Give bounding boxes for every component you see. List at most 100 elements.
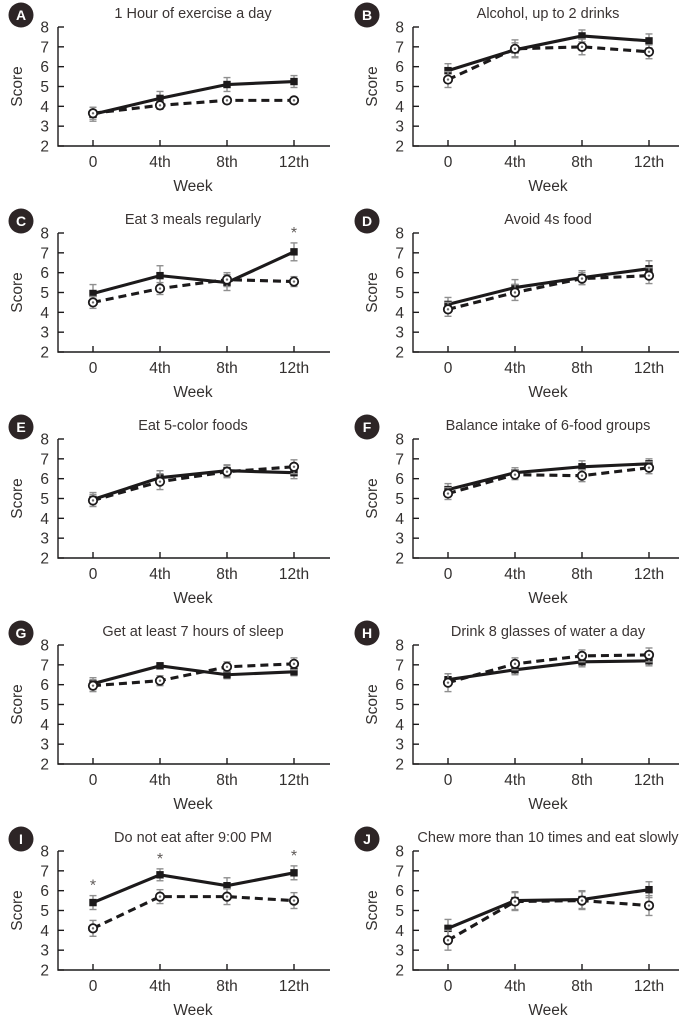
marker-center-dot	[446, 681, 450, 684]
circle-markers	[87, 658, 300, 691]
y-tick-label: 4	[40, 923, 49, 940]
chart-plot: D Avoid 4s food 2 3 4 5 6 7 8 0 4th 8th 12th Score Wee…	[354, 208, 679, 401]
axes	[57, 644, 330, 765]
series-dashed	[87, 95, 300, 120]
circle-markers	[442, 895, 655, 946]
y-tick-label: 8	[40, 844, 49, 861]
series-dashed	[87, 657, 300, 693]
series-line-solid	[92, 871, 295, 904]
chart-title: Get at least 7 hours of sleep	[102, 624, 283, 640]
series-line-dashed	[447, 653, 650, 685]
data-point-marker	[156, 271, 164, 280]
y-tick-label: 3	[395, 531, 404, 548]
series-dashed	[87, 887, 300, 937]
data-point-marker	[290, 248, 298, 256]
data-point-marker	[444, 924, 452, 933]
y-tick-label: 8	[395, 432, 404, 449]
data-point-marker	[89, 289, 97, 298]
axes	[412, 26, 679, 147]
x-tick-label: 4th	[504, 772, 526, 789]
data-point-marker	[156, 871, 164, 879]
series-line-dashed	[92, 98, 294, 115]
x-tick-label: 4th	[149, 360, 171, 377]
x-tick-label: 0	[89, 154, 98, 171]
circle-markers	[87, 274, 300, 308]
x-tick-label: 8th	[216, 360, 238, 377]
series-solid	[444, 655, 653, 687]
chart-title: Chew more than 10 times and eat slowly	[417, 830, 679, 846]
series-line-dashed	[447, 899, 650, 942]
marker-center-dot	[225, 895, 229, 898]
panel-letter: J	[363, 831, 371, 847]
marker-center-dot	[91, 112, 95, 115]
y-tick-label: 3	[395, 737, 404, 754]
marker-center-dot	[292, 899, 296, 902]
marker-center-dot	[580, 474, 584, 477]
y-tick-label: 3	[40, 737, 49, 754]
x-tick-label: 4th	[149, 566, 171, 583]
y-tick-label: 5	[40, 79, 49, 96]
data-point-marker	[290, 869, 298, 877]
chart-panel-J: J Chew more than 10 times and eat slowly 2…	[343, 824, 686, 1031]
y-tick-label: 5	[40, 903, 49, 920]
axes	[57, 26, 330, 147]
data-point-marker	[290, 77, 298, 86]
panel-letter: C	[16, 213, 26, 229]
data-point-marker	[444, 66, 452, 75]
panel-letter: D	[362, 213, 372, 229]
tick-labels: 2 3 4 5 6 7 8 0 4th 8th 12th	[40, 432, 309, 584]
y-tick-label: 6	[395, 677, 404, 694]
chart-title: Eat 5-color foods	[138, 418, 248, 434]
y-tick-label: 2	[395, 757, 404, 774]
y-tick-label: 2	[395, 139, 404, 156]
x-tick-label: 4th	[504, 978, 526, 995]
x-tick-label: 12th	[279, 154, 309, 171]
chart-plot: F Balance intake of 6-food groups 2 3 4 5 6 7 8 0…	[354, 414, 679, 607]
chart-title: Drink 8 glasses of water a day	[451, 624, 646, 640]
y-tick-label: 4	[395, 99, 404, 116]
x-axis-label: Week	[173, 796, 213, 813]
y-axis-label: Score	[364, 66, 381, 107]
y-tick-label: 7	[40, 657, 49, 674]
y-tick-label: 3	[40, 325, 49, 342]
chart-panel-D: D Avoid 4s food 2 3 4 5 6 7 8 0 4th 8th 12th Score Wee…	[343, 206, 686, 412]
x-tick-label: 0	[89, 772, 98, 789]
y-tick-label: 8	[40, 226, 49, 243]
marker-center-dot	[513, 900, 517, 903]
x-tick-label: 8th	[571, 566, 593, 583]
series-line-dashed	[92, 895, 295, 930]
y-tick-label: 6	[395, 883, 404, 900]
square-markers	[89, 248, 298, 298]
x-tick-label: 4th	[149, 978, 171, 995]
y-axis-label: Score	[364, 478, 381, 519]
y-tick-label: 8	[40, 432, 49, 449]
x-tick-label: 8th	[571, 360, 593, 377]
panel-letter: F	[363, 419, 372, 435]
x-tick-label: 12th	[634, 360, 664, 377]
significance-asterisk: *	[90, 878, 96, 895]
y-tick-label: 4	[395, 511, 404, 528]
circle-markers	[87, 95, 300, 119]
y-tick-label: 4	[395, 717, 404, 734]
x-tick-label: 12th	[279, 772, 309, 789]
chart-title: Balance intake of 6-food groups	[446, 418, 651, 434]
chart-plot: J Chew more than 10 times and eat slowly2…	[354, 826, 679, 1019]
y-tick-label: 5	[40, 285, 49, 302]
y-tick-label: 6	[40, 265, 49, 282]
marker-center-dot	[647, 274, 651, 277]
marker-center-dot	[225, 470, 229, 473]
error-bars	[89, 242, 298, 304]
square-markers	[89, 869, 298, 907]
significance-asterisk: *	[291, 225, 297, 242]
tick-labels: 2 3 4 5 6 7 8 0 4th 8th 12th	[40, 638, 309, 790]
data-point-marker	[223, 671, 231, 679]
series-line-solid	[447, 267, 650, 306]
x-tick-label: 12th	[634, 978, 664, 995]
y-tick-label: 5	[395, 491, 404, 508]
chart-title: Eat 3 meals regularly	[125, 212, 262, 228]
series-line-dashed	[447, 274, 650, 311]
marker-center-dot	[225, 665, 229, 669]
panel-label-badge: G	[8, 620, 34, 646]
y-axis-label: Score	[9, 684, 26, 725]
series-line-solid	[447, 659, 650, 682]
